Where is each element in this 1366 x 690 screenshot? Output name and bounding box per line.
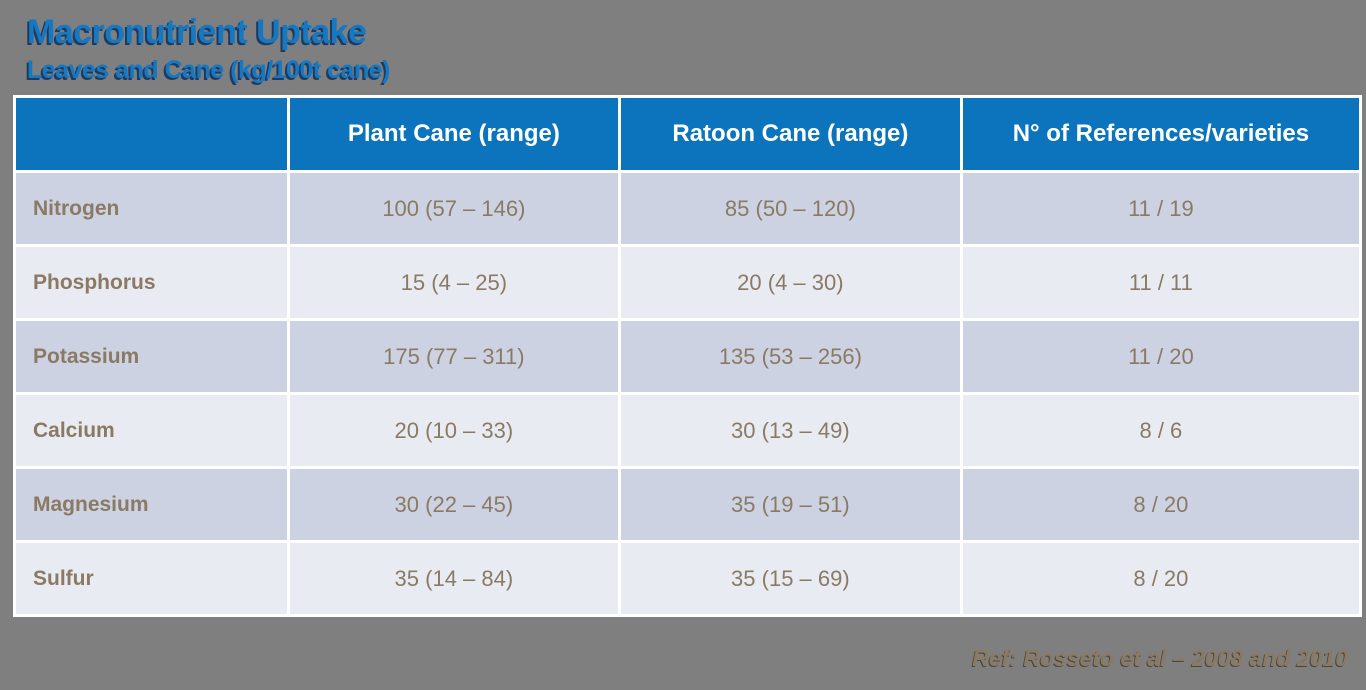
references-cell: 8 / 6 (962, 395, 1359, 466)
nutrient-table-container: Plant Cane (range) Ratoon Cane (range) N… (13, 95, 1362, 617)
nutrient-cell: Calcium (16, 395, 287, 466)
nutrient-uptake-table: Plant Cane (range) Ratoon Cane (range) N… (13, 95, 1362, 617)
plant-cane-cell: 100 (57 – 146) (289, 173, 618, 244)
header-ratoon-cane: Ratoon Cane (range) (620, 98, 960, 170)
nutrient-cell: Potassium (16, 321, 287, 392)
references-cell: 11 / 19 (962, 173, 1359, 244)
plant-cane-cell: 20 (10 – 33) (289, 395, 618, 466)
table-row: Phosphorus 15 (4 – 25) 20 (4 – 30) 11 / … (16, 247, 1359, 318)
plant-cane-cell: 30 (22 – 45) (289, 469, 618, 540)
ratoon-cane-cell: 85 (50 – 120) (620, 173, 960, 244)
table-row: Sulfur 35 (14 – 84) 35 (15 – 69) 8 / 20 (16, 543, 1359, 614)
references-cell: 8 / 20 (962, 543, 1359, 614)
plant-cane-cell: 15 (4 – 25) (289, 247, 618, 318)
ratoon-cane-cell: 30 (13 – 49) (620, 395, 960, 466)
page-title: Macronutrient Uptake (27, 13, 367, 51)
header-row: Plant Cane (range) Ratoon Cane (range) N… (16, 98, 1359, 170)
header-blank-cell (16, 98, 287, 170)
table-row: Potassium 175 (77 – 311) 135 (53 – 256) … (16, 321, 1359, 392)
header-references: N° of References/varieties (962, 98, 1359, 170)
page-subtitle: Leaves and Cane (kg/100t cane) (27, 56, 390, 84)
references-cell: 11 / 20 (962, 321, 1359, 392)
nutrient-cell: Magnesium (16, 469, 287, 540)
reference-citation: Ref: Rosseto et al – 2008 and 2010 (972, 645, 1348, 671)
plant-cane-cell: 35 (14 – 84) (289, 543, 618, 614)
table-row: Magnesium 30 (22 – 45) 35 (19 – 51) 8 / … (16, 469, 1359, 540)
references-cell: 8 / 20 (962, 469, 1359, 540)
ratoon-cane-cell: 35 (15 – 69) (620, 543, 960, 614)
nutrient-cell: Sulfur (16, 543, 287, 614)
ratoon-cane-cell: 20 (4 – 30) (620, 247, 960, 318)
ratoon-cane-cell: 135 (53 – 256) (620, 321, 960, 392)
header-plant-cane: Plant Cane (range) (289, 98, 618, 170)
table-row: Nitrogen 100 (57 – 146) 85 (50 – 120) 11… (16, 173, 1359, 244)
references-cell: 11 / 11 (962, 247, 1359, 318)
plant-cane-cell: 175 (77 – 311) (289, 321, 618, 392)
nutrient-cell: Phosphorus (16, 247, 287, 318)
ratoon-cane-cell: 35 (19 – 51) (620, 469, 960, 540)
nutrient-cell: Nitrogen (16, 173, 287, 244)
table-row: Calcium 20 (10 – 33) 30 (13 – 49) 8 / 6 (16, 395, 1359, 466)
